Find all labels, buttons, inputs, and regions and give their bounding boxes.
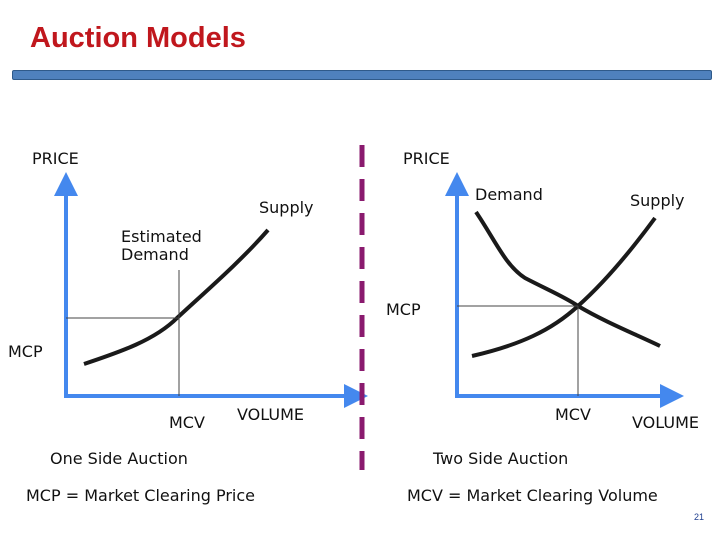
right-demand-curve (474, 210, 661, 348)
page-number: 21 (693, 512, 704, 522)
mcp-definition: MCP = Market Clearing Price (26, 486, 255, 505)
left-mcv-label: MCV (169, 413, 205, 432)
right-supply-label: Supply (630, 191, 685, 210)
right-mcp-label: MCP (386, 300, 421, 319)
slide-title: Auction Models (30, 22, 246, 54)
title-underline-bar (12, 70, 712, 80)
left-x-axis-label: VOLUME (237, 405, 304, 424)
right-y-axis-label: PRICE (403, 149, 450, 168)
right-x-axis-label: VOLUME (632, 413, 699, 432)
left-mcp-label: MCP (8, 342, 43, 361)
left-caption: One Side Auction (50, 449, 188, 468)
right-demand-label: Demand (475, 185, 543, 204)
left-supply-label: Supply (259, 198, 314, 217)
right-supply-curve (471, 216, 657, 358)
right-caption: Two Side Auction (433, 449, 569, 468)
right-mcv-label: MCV (555, 405, 591, 424)
mcv-definition: MCV = Market Clearing Volume (407, 486, 658, 505)
left-estimated-demand-label: Estimated Demand (121, 227, 202, 265)
left-y-axis-label: PRICE (32, 149, 79, 168)
